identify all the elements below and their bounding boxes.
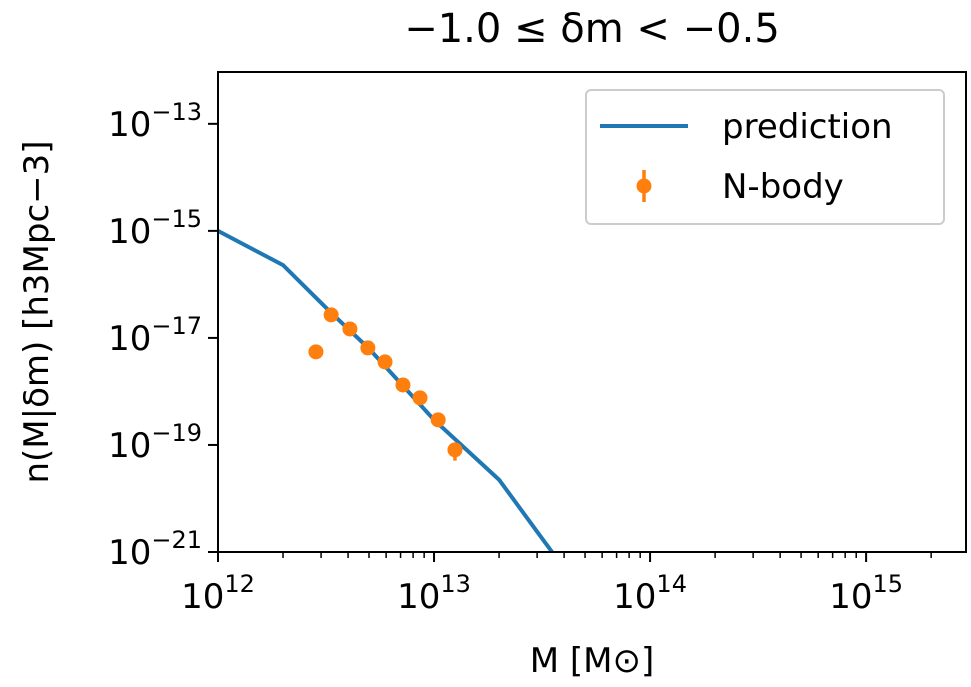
legend-marker <box>636 178 652 194</box>
y-tick-label: 10−13 <box>108 98 202 145</box>
y-tick-label-exp: −13 <box>151 98 202 126</box>
data-point <box>360 340 376 356</box>
x-tick-label-exp: 14 <box>656 570 687 598</box>
x-tick-label-base: 10 <box>181 577 224 617</box>
x-tick-label-exp: 13 <box>440 570 471 598</box>
legend-label: N-body <box>722 167 844 207</box>
x-tick-label: 1015 <box>829 570 903 617</box>
plot-frame <box>217 71 967 553</box>
legend-label: prediction <box>722 107 893 147</box>
x-tick-label: 1014 <box>613 570 687 617</box>
x-tick-label-base: 10 <box>397 577 440 617</box>
data-point <box>308 344 324 360</box>
y-tick-label-base: 10 <box>108 426 151 466</box>
y-tick-label-exp: −21 <box>151 526 202 554</box>
prediction-line <box>218 229 554 552</box>
data-point <box>395 377 411 393</box>
y-tick-label: 10−17 <box>108 312 202 359</box>
y-tick-label-base: 10 <box>108 533 151 573</box>
y-tick-label-base: 10 <box>108 105 151 145</box>
x-tick-label-exp: 15 <box>872 570 903 598</box>
x-axis-label: M [M⊙] <box>530 641 655 681</box>
data-point <box>323 307 339 323</box>
x-tick-label-base: 10 <box>613 577 656 617</box>
y-tick-label-base: 10 <box>108 212 151 252</box>
data-point <box>430 412 446 428</box>
chart-title: −1.0 ≤ δm < −0.5 <box>404 6 780 52</box>
y-tick-label-exp: −19 <box>151 419 202 447</box>
x-tick-label: 1013 <box>397 570 471 617</box>
data-point <box>342 321 358 337</box>
data-point <box>377 354 393 370</box>
x-tick-label-exp: 12 <box>224 570 255 598</box>
x-tick-label-base: 10 <box>829 577 872 617</box>
x-tick-label: 1012 <box>181 570 255 617</box>
y-tick-label: 10−21 <box>108 526 202 573</box>
y-tick-label: 10−15 <box>108 205 202 252</box>
data-point <box>412 390 428 406</box>
y-tick-label-exp: −17 <box>151 312 202 340</box>
data-point <box>447 442 463 458</box>
legend-box <box>585 89 945 225</box>
y-tick-label: 10−19 <box>108 419 202 466</box>
y-tick-label-base: 10 <box>108 319 151 359</box>
y-tick-label-exp: −15 <box>151 205 202 233</box>
y-axis-label: n(M|δm) [h3Mpc−3] <box>17 140 57 483</box>
